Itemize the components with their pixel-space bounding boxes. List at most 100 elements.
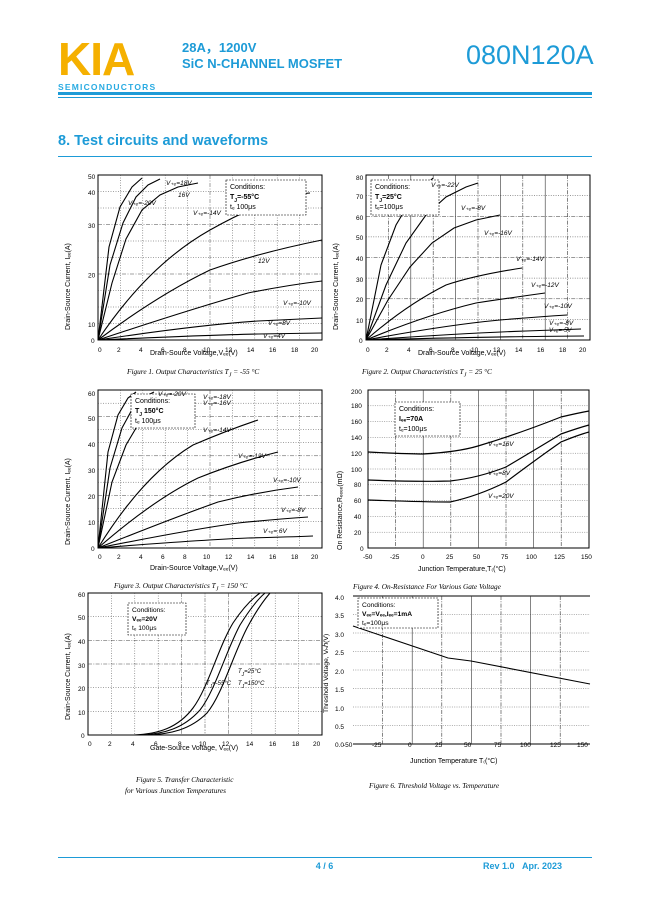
svg-text:20: 20: [313, 741, 321, 748]
svg-text:40: 40: [88, 442, 96, 449]
svg-text:8: 8: [183, 554, 187, 561]
svg-text:16: 16: [269, 347, 277, 354]
svg-text:18: 18: [291, 554, 299, 561]
svg-text:tₑ 100μs: tₑ 100μs: [135, 418, 161, 425]
svg-text:20: 20: [579, 347, 587, 354]
svg-text:16: 16: [269, 554, 277, 561]
svg-text:30: 30: [88, 468, 96, 475]
svg-text:14: 14: [247, 347, 255, 354]
svg-text:0: 0: [421, 554, 425, 561]
svg-text:0: 0: [98, 554, 102, 561]
svg-text:V₊ₑ=16V: V₊ₑ=16V: [488, 441, 514, 448]
svg-text:10: 10: [356, 318, 364, 325]
svg-text:100: 100: [520, 742, 531, 749]
svg-text:20: 20: [311, 347, 319, 354]
svg-text:Conditions:: Conditions:: [399, 406, 434, 413]
svg-text:75: 75: [494, 742, 502, 749]
svg-text:V₊ₑ=18V: V₊ₑ=18V: [166, 180, 192, 187]
svg-text:1.0: 1.0: [335, 706, 344, 713]
svg-text:V₊ₑ= 6V: V₊ₑ= 6V: [263, 528, 288, 535]
svg-text:tₑ=100μs: tₑ=100μs: [362, 620, 389, 627]
svg-text:TJ=25°C: TJ=25°C: [238, 669, 262, 678]
svg-text:Vₑₑ=Vₑₑ,Iₑₑ=1mA: Vₑₑ=Vₑₑ,Iₑₑ=1mA: [362, 611, 412, 618]
svg-text:10: 10: [203, 554, 211, 561]
svg-text:4: 4: [139, 554, 143, 561]
svg-text:140: 140: [351, 435, 362, 442]
svg-text:18: 18: [291, 347, 299, 354]
svg-text:V₊ₑ=4V: V₊ₑ=4V: [263, 333, 286, 340]
svg-text:tₑ=100μs: tₑ=100μs: [399, 426, 427, 433]
svg-text:2: 2: [117, 347, 121, 354]
svg-text:Conditions:: Conditions:: [135, 398, 170, 405]
svg-text:tₑ 100μs: tₑ 100μs: [132, 625, 157, 632]
svg-text:V₊ₑ=-16V: V₊ₑ=-16V: [203, 400, 231, 407]
svg-text:60: 60: [88, 391, 96, 398]
svg-text:2: 2: [117, 554, 121, 561]
svg-text:Conditions:: Conditions:: [362, 602, 396, 609]
svg-text:V₊ₑ=8V: V₊ₑ=8V: [268, 320, 291, 327]
svg-text:0: 0: [360, 546, 364, 553]
svg-text:40: 40: [78, 639, 86, 646]
svg-text:0.5: 0.5: [335, 724, 344, 731]
svg-text:20: 20: [78, 686, 86, 693]
svg-text:Conditions:: Conditions:: [375, 184, 410, 191]
svg-text:0: 0: [98, 347, 102, 354]
svg-text:20: 20: [354, 530, 362, 537]
svg-text:-25: -25: [390, 554, 400, 561]
svg-text:Conditions:: Conditions:: [230, 184, 265, 191]
svg-text:20: 20: [88, 273, 96, 280]
svg-text:30: 30: [356, 277, 364, 284]
svg-text:V₊ₑ=-22V: V₊ₑ=-22V: [431, 182, 459, 189]
svg-text:-50: -50: [343, 742, 353, 749]
svg-text:40: 40: [356, 256, 364, 263]
svg-text:Iₑₑ=70A: Iₑₑ=70A: [399, 416, 423, 423]
svg-text:0.0: 0.0: [335, 742, 344, 749]
svg-text:V₊ₑ=-8V: V₊ₑ=-8V: [281, 507, 306, 514]
svg-text:V₊ₑ=-12V: V₊ₑ=-12V: [238, 453, 266, 460]
svg-text:1.5: 1.5: [335, 687, 344, 694]
svg-text:V₊ₑ=-12V: V₊ₑ=-12V: [531, 282, 559, 289]
svg-text:V₊ₑ=-5V: V₊ₑ=-5V: [549, 328, 572, 334]
svg-text:50: 50: [356, 235, 364, 242]
svg-text:150: 150: [581, 554, 592, 561]
svg-text:V₊ₑ=-8V: V₊ₑ=-8V: [461, 205, 486, 212]
svg-text:2: 2: [385, 347, 389, 354]
svg-text:4.0: 4.0: [335, 595, 344, 602]
svg-text:-50: -50: [363, 554, 373, 561]
svg-text:-25: -25: [372, 742, 382, 749]
svg-text:10: 10: [88, 520, 96, 527]
svg-text:V₊ₑ=-10V: V₊ₑ=-10V: [273, 477, 301, 484]
svg-text:18: 18: [292, 741, 300, 748]
svg-text:40: 40: [88, 190, 96, 197]
svg-text:V₊ₑ=-14V: V₊ₑ=-14V: [516, 256, 544, 263]
svg-text:V₊ₑ=-14V: V₊ₑ=-14V: [193, 210, 221, 217]
svg-text:10: 10: [78, 710, 86, 717]
svg-text:100: 100: [526, 554, 537, 561]
svg-text:60: 60: [354, 498, 362, 505]
svg-text:75: 75: [501, 554, 509, 561]
svg-text:30: 30: [78, 663, 86, 670]
svg-text:80: 80: [354, 482, 362, 489]
svg-text:4: 4: [139, 347, 143, 354]
svg-text:200: 200: [351, 389, 362, 396]
svg-text:V₊ₑ=-20V: V₊ₑ=-20V: [128, 200, 156, 207]
svg-text:V₊ₑ=20V: V₊ₑ=20V: [488, 493, 514, 500]
svg-text:Conditions:: Conditions:: [132, 607, 166, 614]
svg-text:125: 125: [554, 554, 565, 561]
svg-text:16V: 16V: [178, 192, 190, 199]
svg-text:100: 100: [351, 467, 362, 474]
svg-text:V₊ₑ=-10V: V₊ₑ=-10V: [283, 300, 311, 307]
svg-text:80: 80: [356, 175, 364, 182]
svg-text:60: 60: [356, 215, 364, 222]
svg-text:tₑ=100μs: tₑ=100μs: [375, 204, 403, 211]
svg-text:4: 4: [131, 741, 135, 748]
svg-text:V₊ₑ=-20V: V₊ₑ=-20V: [158, 391, 186, 398]
svg-text:V₊ₑ=-10V: V₊ₑ=-10V: [544, 303, 572, 310]
svg-text:12: 12: [225, 554, 233, 561]
svg-text:14: 14: [246, 741, 254, 748]
svg-text:TJ=150°C: TJ=150°C: [238, 681, 265, 690]
svg-text:50: 50: [473, 554, 481, 561]
svg-text:0: 0: [91, 546, 95, 553]
svg-text:60: 60: [78, 592, 86, 599]
svg-text:20: 20: [311, 554, 319, 561]
